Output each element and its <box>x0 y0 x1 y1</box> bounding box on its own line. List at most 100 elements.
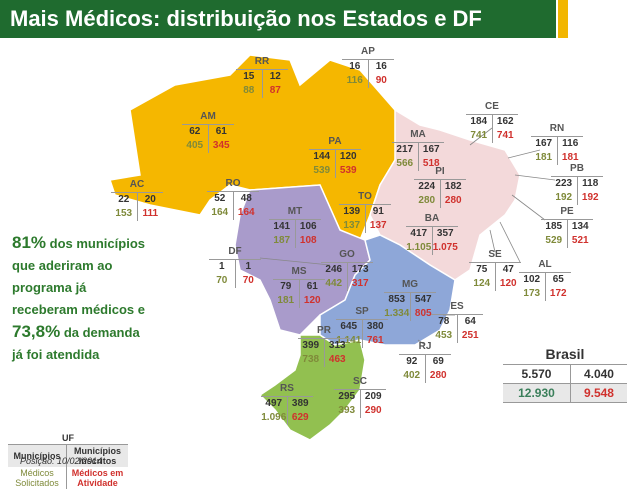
solicitados: 529 <box>541 234 568 248</box>
region-southeast <box>319 234 456 346</box>
atividade: 345 <box>212 140 230 151</box>
atividade: 172 <box>549 288 567 299</box>
state-row: 1.334 805 <box>384 307 436 321</box>
state-name: PR <box>298 324 350 339</box>
municipios: 497 <box>261 397 288 411</box>
state-row: 62 61 <box>182 125 234 139</box>
municipios: 92 <box>399 355 426 369</box>
atividade: 539 <box>339 165 357 176</box>
atividade: 111 <box>142 208 159 219</box>
state-row: 741 741 <box>466 129 518 143</box>
state-row: 88 87 <box>236 84 288 98</box>
atividade: 120 <box>303 295 321 306</box>
inscritos: 120 <box>339 151 357 162</box>
state-row: 1.105 1.075 <box>406 241 458 255</box>
state-row: 16 16 <box>342 60 394 74</box>
inscritos: 61 <box>306 281 318 292</box>
state-row: 453 251 <box>431 329 483 343</box>
state-label: MS 79 61 181 120 <box>273 265 325 308</box>
state-label: MA 217 167 566 518 <box>392 128 444 171</box>
state-label: PR 399 313 738 463 <box>298 324 350 367</box>
inscritos: 134 <box>571 221 589 232</box>
solicitados: 124 <box>469 277 496 291</box>
municipios: 75 <box>469 263 496 277</box>
municipios: 102 <box>519 273 546 287</box>
state-row: 217 167 <box>392 143 444 157</box>
atividade: 761 <box>366 335 384 346</box>
state-label: RR 15 12 88 87 <box>236 55 288 98</box>
state-row: 137 137 <box>339 219 391 233</box>
state-name: CE <box>466 100 518 115</box>
state-row: 92 69 <box>399 355 451 369</box>
state-label: AP 16 16 116 90 <box>342 45 394 88</box>
state-name: RR <box>236 55 288 70</box>
state-name: AL <box>519 258 571 273</box>
state-label: SP 645 380 1.141 761 <box>336 305 388 348</box>
legend-cell: Municípios Inscritos <box>73 446 121 466</box>
state-name: PB <box>551 162 603 177</box>
region-center-west <box>234 184 371 336</box>
inscritos: 20 <box>144 194 156 205</box>
state-name: RJ <box>399 340 451 355</box>
state-name: RS <box>261 382 313 397</box>
atividade: 463 <box>328 354 346 365</box>
legend-cell: Municípios <box>8 444 67 467</box>
state-label: ES 78 64 453 251 <box>431 300 483 343</box>
brasil-title: Brasil <box>503 344 627 365</box>
brasil-cell: 4.040 <box>570 364 627 384</box>
state-row: 246 173 <box>321 263 373 277</box>
state-row: 645 380 <box>336 320 388 334</box>
state-row: 153 111 <box>111 207 163 221</box>
municipios: 78 <box>431 315 458 329</box>
inscritos: 48 <box>240 193 252 204</box>
state-name: GO <box>321 248 373 263</box>
state-row: 79 61 <box>273 280 325 294</box>
atividade: 290 <box>364 405 382 416</box>
municipios: 1 <box>209 260 236 274</box>
atividade: 181 <box>561 152 579 163</box>
summary-text: da demanda já foi atendida <box>12 325 140 362</box>
state-row: 853 547 <box>384 293 436 307</box>
state-row: 187 108 <box>269 234 321 248</box>
state-name: AM <box>182 110 234 125</box>
municipios: 139 <box>339 205 366 219</box>
inscritos: 47 <box>502 264 514 275</box>
state-row: 116 90 <box>342 74 394 88</box>
atividade: 805 <box>414 308 432 319</box>
atividade: 629 <box>291 412 309 423</box>
atividade: 108 <box>299 235 317 246</box>
state-label: SE 75 47 124 120 <box>469 248 521 291</box>
state-name: MA <box>392 128 444 143</box>
municipios: 167 <box>531 137 558 151</box>
state-row: 402 280 <box>399 369 451 383</box>
state-row: 192 192 <box>551 191 603 205</box>
atividade: 120 <box>499 278 517 289</box>
solicitados: 173 <box>519 287 546 301</box>
municipios: 185 <box>541 220 568 234</box>
state-row: 295 209 <box>334 390 386 404</box>
state-row: 224 182 <box>414 180 466 194</box>
state-label: AC 22 20 153 111 <box>111 178 163 221</box>
inscritos: 106 <box>299 221 317 232</box>
state-label: TO 139 91 137 137 <box>339 190 391 233</box>
state-name: RO <box>207 177 259 192</box>
municipios: 144 <box>309 150 336 164</box>
state-row: 399 313 <box>298 339 350 353</box>
atividade: 521 <box>571 235 589 246</box>
solicitados: 402 <box>399 369 426 383</box>
solicitados: 738 <box>298 353 325 367</box>
state-label: PB 223 118 192 192 <box>551 162 603 205</box>
atividade: 87 <box>269 85 281 96</box>
leader-line <box>417 339 426 346</box>
state-name: TO <box>339 190 391 205</box>
legend-title: UF <box>8 432 128 445</box>
solicitados: 70 <box>209 274 236 288</box>
inscritos: 173 <box>351 264 369 275</box>
atividade: 251 <box>461 330 479 341</box>
state-row: 52 48 <box>207 192 259 206</box>
state-name: BA <box>406 212 458 227</box>
atividade: 741 <box>496 130 514 141</box>
atividade: 518 <box>422 158 440 169</box>
